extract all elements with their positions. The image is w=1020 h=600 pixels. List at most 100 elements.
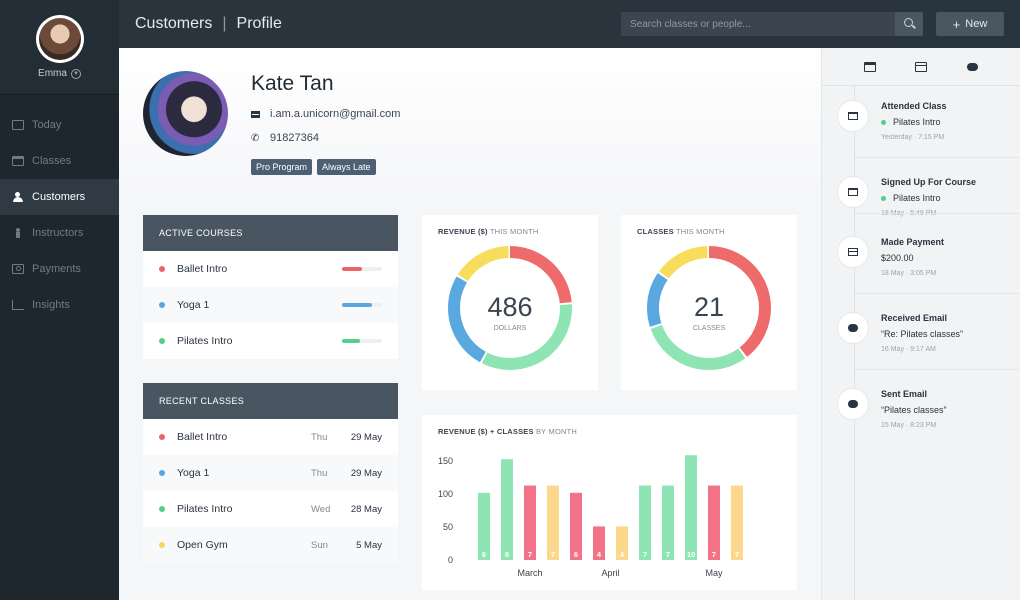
monthly-chart-card: REVENUE ($) + CLASSES BY MONTH 0 50 100 150… [422, 415, 797, 590]
activity-time: 18 May · 3:05 PM [881, 270, 937, 277]
y-tick-label: 100 [438, 489, 453, 499]
course-color-dot [159, 302, 165, 308]
sidebar-item-customers[interactable]: Customers [0, 179, 119, 215]
activity-detail: $200.00 [881, 253, 914, 263]
activity-title: Attended Class [881, 101, 947, 111]
chart-icon [12, 300, 24, 310]
bar[interactable] [708, 485, 720, 560]
revenue-donut-chart: 486 DOLLARS [448, 246, 572, 370]
class-row[interactable]: Ballet Intro Thu 29 May [143, 419, 398, 455]
donut-unit: CLASSES [693, 325, 726, 332]
sidebar-item-instructors[interactable]: Instructors [0, 215, 119, 251]
donut-slice [448, 246, 572, 370]
sidebar-item-payments[interactable]: Payments [0, 251, 119, 287]
bar[interactable] [570, 492, 582, 560]
money-icon [12, 264, 24, 274]
sidebar-item-today[interactable]: Today [0, 107, 119, 143]
activity-calendar-icon [837, 176, 869, 208]
bar-label: 6 [482, 550, 486, 559]
sidebar-nav: Today Classes Customers Instructors Paym… [0, 107, 119, 323]
sidebar: Emma ▼ Today Classes Customers Instructo… [0, 0, 119, 600]
activity-separator [854, 157, 1020, 158]
class-color-dot [159, 506, 165, 512]
bar[interactable] [662, 485, 674, 560]
avatar[interactable] [35, 15, 84, 63]
chevron-down-icon: ▼ [70, 68, 81, 79]
activity-detail: “Re: Pilates classes” [881, 329, 964, 339]
class-name: Open Gym [177, 539, 228, 551]
class-row[interactable]: Open Gym Sun 5 May [143, 527, 398, 563]
person-icon [12, 228, 24, 238]
new-button[interactable]: + New [936, 12, 1004, 36]
activity-chat-icon [837, 312, 869, 344]
bar[interactable] [731, 485, 743, 560]
status-dot [881, 195, 886, 201]
donut-slice [647, 246, 771, 370]
activity-panel: Attended Class Pilates Intro Yesterday ·… [821, 48, 1020, 600]
profile-tags: Pro Program Always Late [251, 159, 376, 175]
class-name: Ballet Intro [177, 431, 228, 443]
class-color-dot [159, 434, 165, 440]
revenue-donut-card: REVENUE ($) THIS MONTH 486 DOLLARS [422, 215, 598, 390]
bar[interactable] [639, 485, 651, 560]
sidebar-profile[interactable]: Emma ▼ [0, 0, 119, 95]
chat-icon[interactable] [967, 62, 979, 71]
mail-icon [251, 110, 260, 118]
course-color-dot [159, 338, 165, 344]
profile-header: Kate Tan i.am.a.unicorn@gmail.com ✆ 9182… [119, 48, 821, 196]
activity-calendar-icon [837, 100, 869, 132]
donut-slice [448, 246, 572, 370]
class-row[interactable]: Yoga 1 Thu 29 May [143, 455, 398, 491]
course-row[interactable]: Ballet Intro [143, 251, 398, 287]
search-input[interactable] [621, 18, 895, 30]
profile-email[interactable]: i.am.a.unicorn@gmail.com [270, 108, 401, 120]
breadcrumb-section[interactable]: Customers [135, 15, 213, 32]
top-bar: Customers | Profile + New [119, 0, 1020, 48]
active-courses-title: ACTIVE COURSES [143, 215, 398, 251]
bar[interactable] [524, 485, 536, 560]
tag-badge: Pro Program [251, 159, 313, 175]
class-row[interactable]: Pilates Intro Wed 28 May [143, 491, 398, 527]
sidebar-item-insights[interactable]: Insights [0, 287, 119, 323]
bar[interactable] [593, 526, 605, 560]
bar[interactable] [501, 459, 513, 560]
class-date: 29 May [350, 431, 382, 443]
bar[interactable] [547, 485, 559, 560]
course-name: Yoga 1 [177, 299, 210, 311]
activity-title: Made Payment [881, 237, 945, 247]
bar-label: 6 [574, 550, 578, 559]
activity-detail: Pilates Intro [881, 193, 941, 203]
course-row[interactable]: Pilates Intro [143, 323, 398, 359]
search-icon[interactable] [895, 12, 923, 36]
activity-title: Signed Up For Course [881, 177, 977, 187]
bar-label: 7 [643, 550, 647, 559]
activity-separator [854, 369, 1020, 370]
bar[interactable] [616, 526, 628, 560]
course-row[interactable]: Yoga 1 [143, 287, 398, 323]
sidebar-item-classes[interactable]: Classes [0, 143, 119, 179]
monitor-icon [12, 120, 24, 130]
class-day: Sun [311, 539, 328, 551]
monthly-chart-title: REVENUE ($) + CLASSES BY MONTH [438, 427, 578, 436]
course-name: Ballet Intro [177, 263, 228, 275]
activity-tabs [822, 48, 1020, 86]
bar[interactable] [478, 492, 490, 560]
user-menu[interactable]: Emma ▼ [38, 68, 81, 79]
active-courses-card: ACTIVE COURSES Ballet Intro Yoga 1 Pilat… [143, 215, 398, 359]
bar[interactable] [685, 455, 697, 560]
credit-card-icon[interactable] [915, 61, 928, 72]
recent-classes-title: RECENT CLASSES [143, 383, 398, 419]
calendar-icon[interactable] [863, 61, 876, 72]
class-day: Wed [311, 503, 331, 515]
bar-label: 10 [687, 550, 695, 559]
classes-donut-chart: 21 CLASSES [647, 246, 771, 370]
monthly-bar-chart: 0 50 100 150 6 9 7 7 6 4 4 7 7 10 7 7 March April May [438, 455, 743, 578]
class-date: 28 May [350, 503, 382, 515]
course-name: Pilates Intro [177, 335, 233, 347]
profile-phone[interactable]: 91827364 [270, 132, 319, 144]
bar-label: 9 [505, 550, 509, 559]
course-progress [342, 303, 382, 307]
tag-badge: Always Late [317, 159, 376, 175]
donut-slice [647, 246, 771, 370]
profile-phone-row: ✆ 91827364 [251, 132, 319, 144]
